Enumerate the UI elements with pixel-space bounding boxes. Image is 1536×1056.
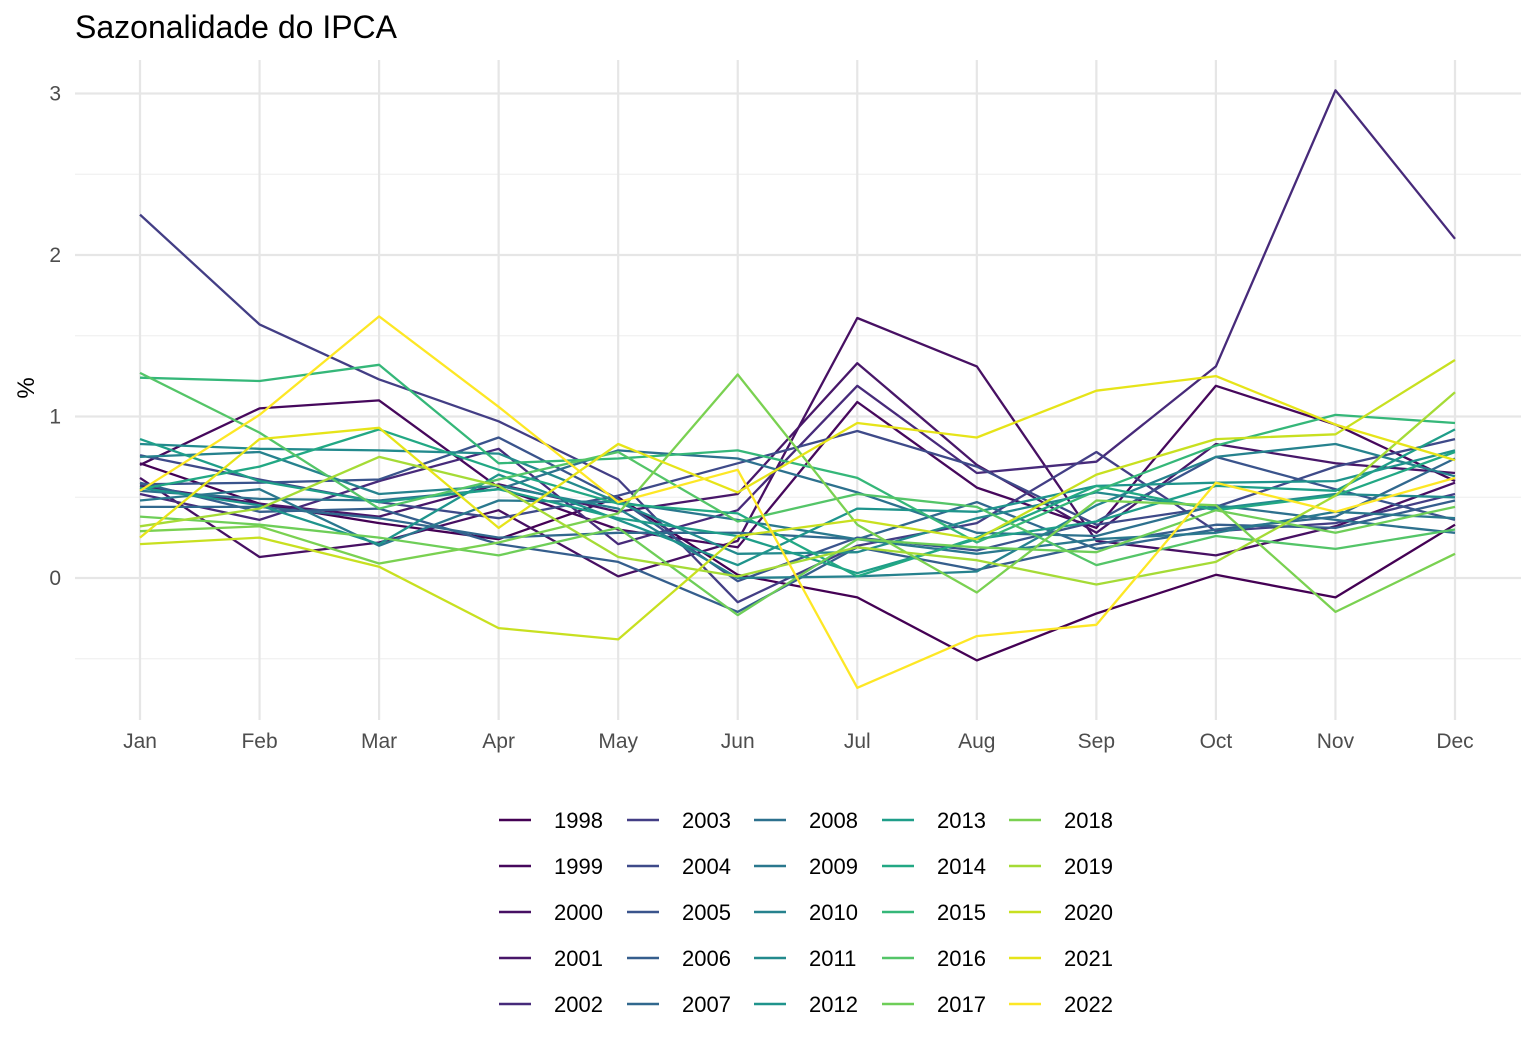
- legend-label-2011: 2011: [809, 946, 856, 971]
- series-line-2021: [139, 374, 1456, 539]
- legend-label-2006: 2006: [682, 946, 731, 971]
- legend-label-2007: 2007: [682, 992, 731, 1017]
- legend-label-2022: 2022: [1064, 992, 1113, 1017]
- series-line-2015: [139, 363, 1456, 544]
- x-tick-label: Jun: [721, 730, 755, 753]
- x-tick-label: Jan: [123, 730, 157, 753]
- chart-title: Sazonalidade do IPCA: [75, 9, 398, 45]
- x-tick-label: Feb: [241, 730, 277, 753]
- y-tick-label: 3: [49, 83, 61, 106]
- series-line-1999: [139, 384, 1456, 549]
- legend-label-2018: 2018: [1064, 808, 1113, 833]
- x-tick-label: Nov: [1317, 730, 1355, 753]
- x-axis-ticks: Jan Feb Mar Apr May Jun Jul Aug Sep Oct Nov Dec: [123, 730, 1474, 753]
- legend-label-2005: 2005: [682, 900, 731, 925]
- grid: [75, 60, 1521, 720]
- series-line-2014: [139, 428, 1456, 578]
- legend-label-1999: 1999: [554, 854, 603, 879]
- x-tick-label: Sep: [1078, 730, 1115, 753]
- series-line-2012: [139, 449, 1456, 567]
- x-tick-label: Oct: [1200, 730, 1233, 753]
- series-lines: [139, 89, 1456, 689]
- series-line-2020: [139, 359, 1456, 641]
- legend-label-2021: 2021: [1064, 946, 1113, 971]
- legend-label-2009: 2009: [809, 854, 858, 879]
- legend-label-2001: 2001: [554, 946, 603, 971]
- legend-label-2019: 2019: [1064, 854, 1113, 879]
- x-tick-label: Aug: [958, 730, 995, 753]
- series-line-2018: [139, 373, 1456, 614]
- legend-label-2015: 2015: [937, 900, 986, 925]
- legend-label-1998: 1998: [554, 808, 603, 833]
- series-line-1998: [139, 462, 1456, 662]
- series-line-2011: [139, 442, 1456, 555]
- legend-label-2017: 2017: [937, 992, 986, 1017]
- series-line-2019: [139, 391, 1456, 586]
- series-line-2016: [139, 371, 1456, 567]
- legend-label-2016: 2016: [937, 946, 986, 971]
- series-line-2022: [139, 315, 1456, 689]
- x-tick-label: Apr: [482, 730, 515, 753]
- legend-label-2010: 2010: [809, 900, 858, 925]
- legend-label-2008: 2008: [809, 808, 858, 833]
- legend-label-2000: 2000: [554, 900, 603, 925]
- series-line-2005: [139, 436, 1456, 583]
- x-tick-label: Dec: [1436, 730, 1473, 753]
- y-tick-label: 2: [49, 244, 61, 267]
- legend-label-2014: 2014: [937, 854, 986, 879]
- legend-label-2013: 2013: [937, 808, 986, 833]
- legend-label-2003: 2003: [682, 808, 731, 833]
- x-tick-label: Mar: [361, 730, 397, 753]
- legend-label-2012: 2012: [809, 992, 858, 1017]
- x-tick-label: May: [598, 730, 638, 753]
- y-tick-label: 0: [49, 567, 61, 590]
- x-tick-label: Jul: [844, 730, 871, 753]
- legend-label-2020: 2020: [1064, 900, 1113, 925]
- legend: 1998 1999 2000 2001 2002 2003 2004 2005 2006 2007…: [499, 808, 1113, 1017]
- legend-label-2004: 2004: [682, 854, 731, 879]
- y-axis-ticks: 0 1 2 3: [49, 83, 61, 591]
- y-tick-label: 1: [49, 406, 61, 429]
- series-line-2001: [139, 362, 1456, 534]
- y-axis-title: %: [13, 377, 40, 398]
- legend-label-2002: 2002: [554, 992, 603, 1017]
